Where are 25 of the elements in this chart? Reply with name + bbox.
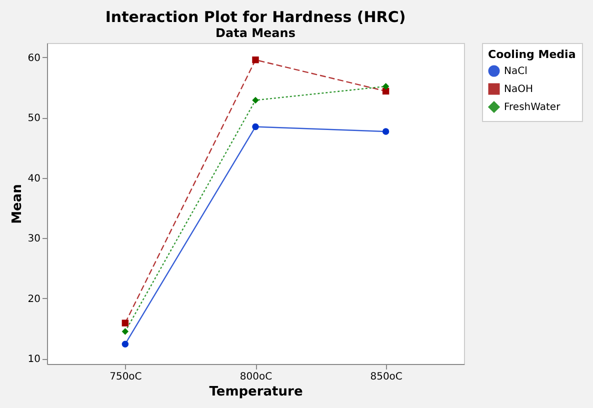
legend-label: NaCl [504,66,528,77]
chart-subtitle: Data Means [216,26,296,40]
x-tick-label: 750oC [110,372,142,382]
y-tick-label: 40 [28,173,40,184]
y-tick-label: 20 [28,294,40,305]
y-tick-label: 10 [28,354,40,366]
legend-label: NaOH [504,84,533,95]
point [122,340,129,348]
legend-title: Cooling Media [488,48,576,61]
point [122,320,129,326]
x-tick-label: 800oC [240,372,272,382]
x-tick-label: 850oC [370,372,402,382]
point [252,96,259,104]
y-tick-label: 30 [28,234,40,245]
point [252,123,259,130]
point [382,128,390,135]
y-tick-label: 60 [28,52,40,64]
y-axis-title: Mean [10,184,25,224]
point [382,83,390,90]
point [252,56,259,64]
x-axis-title: Temperature [209,384,303,400]
chart-title: Interaction Plot for Hardness (HRC) [105,8,406,26]
legend-label: FreshWater [504,102,562,113]
y-tick-label: 50 [28,113,40,124]
point [122,328,129,335]
